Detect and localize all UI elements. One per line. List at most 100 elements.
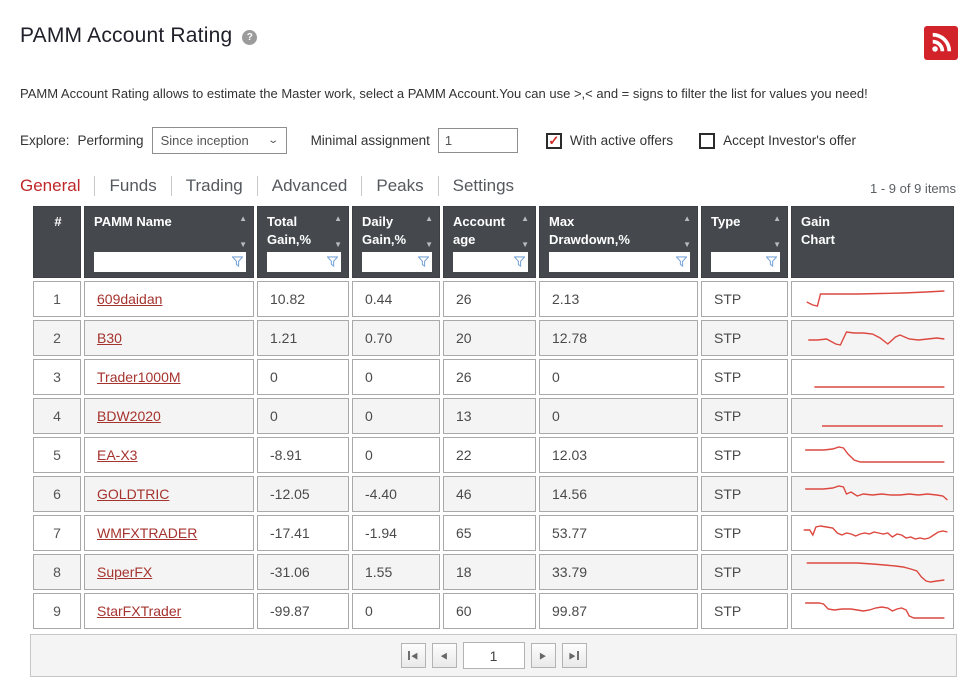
sort-asc-icon[interactable]: ▲ [239, 214, 247, 223]
account-age-filter-input[interactable] [453, 253, 512, 271]
rank-cell: 9 [33, 593, 81, 629]
last-page-icon: ▶ [569, 649, 576, 661]
max-drawdown-filter-input[interactable] [549, 253, 674, 271]
tab-general[interactable]: General [20, 176, 81, 195]
column-header-pamm-name[interactable]: ▲ ▼ PAMM Name [84, 206, 254, 278]
with-active-offers-checkbox[interactable]: ✓ With active offers [545, 132, 674, 149]
total-gain-cell: 10.82 [257, 281, 349, 317]
sort-desc-icon[interactable]: ▼ [425, 240, 433, 249]
total-gain-filter-input[interactable] [267, 253, 325, 271]
accept-investor-offer-checkbox[interactable]: ✓ Accept Investor's offer [699, 132, 857, 149]
minimal-assignment-label: Minimal assignment [310, 133, 430, 148]
pamm-name-filter-input[interactable] [94, 253, 230, 271]
first-page-button[interactable]: ◀ [400, 643, 426, 668]
tab-advanced[interactable]: Advanced [271, 176, 348, 195]
gain-chart-sparkline [796, 401, 949, 431]
filter-funnel-icon[interactable] [514, 256, 525, 267]
pamm-name-link[interactable]: GOLDTRIC [97, 486, 170, 502]
period-select[interactable]: Since inception ⌄ [151, 127, 287, 154]
gain-chart-sparkline [796, 557, 949, 587]
gain-chart-sparkline [796, 284, 949, 314]
total-gain-cell: 0 [257, 398, 349, 434]
sort-asc-icon[interactable]: ▲ [425, 214, 433, 223]
sort-desc-icon[interactable]: ▼ [773, 240, 781, 249]
checkbox-check-icon: ✓ [699, 132, 716, 149]
table-row: 2 B30 1.21 0.70 20 12.78 STP [33, 320, 954, 356]
filter-box [362, 252, 432, 272]
last-page-button[interactable]: ▶ [561, 643, 587, 668]
sort-asc-icon[interactable]: ▲ [773, 214, 781, 223]
help-icon[interactable]: ? [242, 30, 258, 45]
filter-box [549, 252, 690, 272]
daily-gain-cell: 0 [352, 593, 440, 629]
filter-funnel-icon[interactable] [232, 256, 243, 267]
column-header-rank: # [33, 206, 81, 278]
tab-trading[interactable]: Trading [185, 176, 243, 195]
checkbox-check-icon: ✓ [545, 132, 562, 149]
next-page-icon: ▶ [539, 649, 547, 661]
pamm-name-link[interactable]: StarFXTrader [97, 603, 182, 619]
pamm-name-link[interactable]: Trader1000M [97, 369, 181, 385]
table-header-row: # ▲ ▼ PAMM Name ▲ ▼ [33, 206, 954, 278]
accept-investor-offer-label: Accept Investor's offer [723, 133, 857, 148]
pamm-name-link[interactable]: BDW2020 [97, 408, 161, 424]
next-page-button[interactable]: ▶ [530, 643, 556, 668]
daily-gain-cell: 0.70 [352, 320, 440, 356]
sort-desc-icon[interactable]: ▼ [521, 240, 529, 249]
pamm-name-link[interactable]: WMFXTRADER [97, 525, 198, 541]
tab-funds[interactable]: Funds [109, 176, 157, 195]
pamm-name-link[interactable]: EA-X3 [97, 447, 138, 463]
type-cell: STP [701, 398, 788, 434]
type-cell: STP [701, 281, 788, 317]
daily-gain-cell: 1.55 [352, 554, 440, 590]
sort-asc-icon[interactable]: ▲ [334, 214, 342, 223]
filter-funnel-icon[interactable] [766, 256, 777, 267]
table-row: 6 GOLDTRIC -12.05 -4.40 46 14.56 STP [33, 476, 954, 512]
total-gain-cell: -8.91 [257, 437, 349, 473]
explore-mode-label: Performing [77, 133, 144, 148]
pamm-name-link[interactable]: B30 [97, 330, 122, 346]
max-drawdown-cell: 2.13 [539, 281, 698, 317]
column-header-max-drawdown[interactable]: ▲ ▼ Max Drawdown,% [539, 206, 698, 278]
pamm-name-link[interactable]: SuperFX [97, 564, 153, 580]
account-age-cell: 20 [443, 320, 536, 356]
pagination-bar: ◀ ◀ ▶ ▶ [30, 634, 957, 677]
daily-gain-cell: 0 [352, 437, 440, 473]
filter-box [94, 252, 246, 272]
table-row: 4 BDW2020 0 0 13 0 STP [33, 398, 954, 434]
sort-desc-icon[interactable]: ▼ [334, 240, 342, 249]
rank-cell: 3 [33, 359, 81, 395]
filter-box [711, 252, 780, 272]
page-number-input[interactable] [462, 642, 525, 669]
type-cell: STP [701, 515, 788, 551]
type-cell: STP [701, 593, 788, 629]
pamm-name-link[interactable]: 609daidan [97, 291, 163, 307]
column-header-type[interactable]: ▲ ▼ Type [701, 206, 788, 278]
sort-asc-icon[interactable]: ▲ [521, 214, 529, 223]
column-header-total-gain[interactable]: ▲ ▼ Total Gain,% [257, 206, 349, 278]
account-age-cell: 26 [443, 281, 536, 317]
prev-page-button[interactable]: ◀ [431, 643, 457, 668]
column-header-account-age[interactable]: ▲ ▼ Account age [443, 206, 536, 278]
max-drawdown-cell: 53.77 [539, 515, 698, 551]
tab-settings[interactable]: Settings [452, 176, 515, 195]
type-filter-input[interactable] [711, 253, 764, 271]
sort-desc-icon[interactable]: ▼ [239, 240, 247, 249]
table-row: 8 SuperFX -31.06 1.55 18 33.79 STP [33, 554, 954, 590]
with-active-offers-label: With active offers [569, 133, 674, 148]
daily-gain-filter-input[interactable] [362, 253, 416, 271]
table-row: 1 609daidan 10.82 0.44 26 2.13 STP [33, 281, 954, 317]
minimal-assignment-input[interactable] [437, 128, 518, 153]
filter-box [267, 252, 341, 272]
filter-funnel-icon[interactable] [418, 256, 429, 267]
column-header-gain-chart: Gain Chart [791, 206, 954, 278]
filter-funnel-icon[interactable] [327, 256, 338, 267]
filter-funnel-icon[interactable] [676, 256, 687, 267]
column-header-daily-gain[interactable]: ▲ ▼ Daily Gain,% [352, 206, 440, 278]
total-gain-cell: 1.21 [257, 320, 349, 356]
sort-desc-icon[interactable]: ▼ [683, 240, 691, 249]
tab-peaks[interactable]: Peaks [376, 176, 424, 195]
rss-button[interactable] [924, 26, 958, 60]
sort-asc-icon[interactable]: ▲ [683, 214, 691, 223]
